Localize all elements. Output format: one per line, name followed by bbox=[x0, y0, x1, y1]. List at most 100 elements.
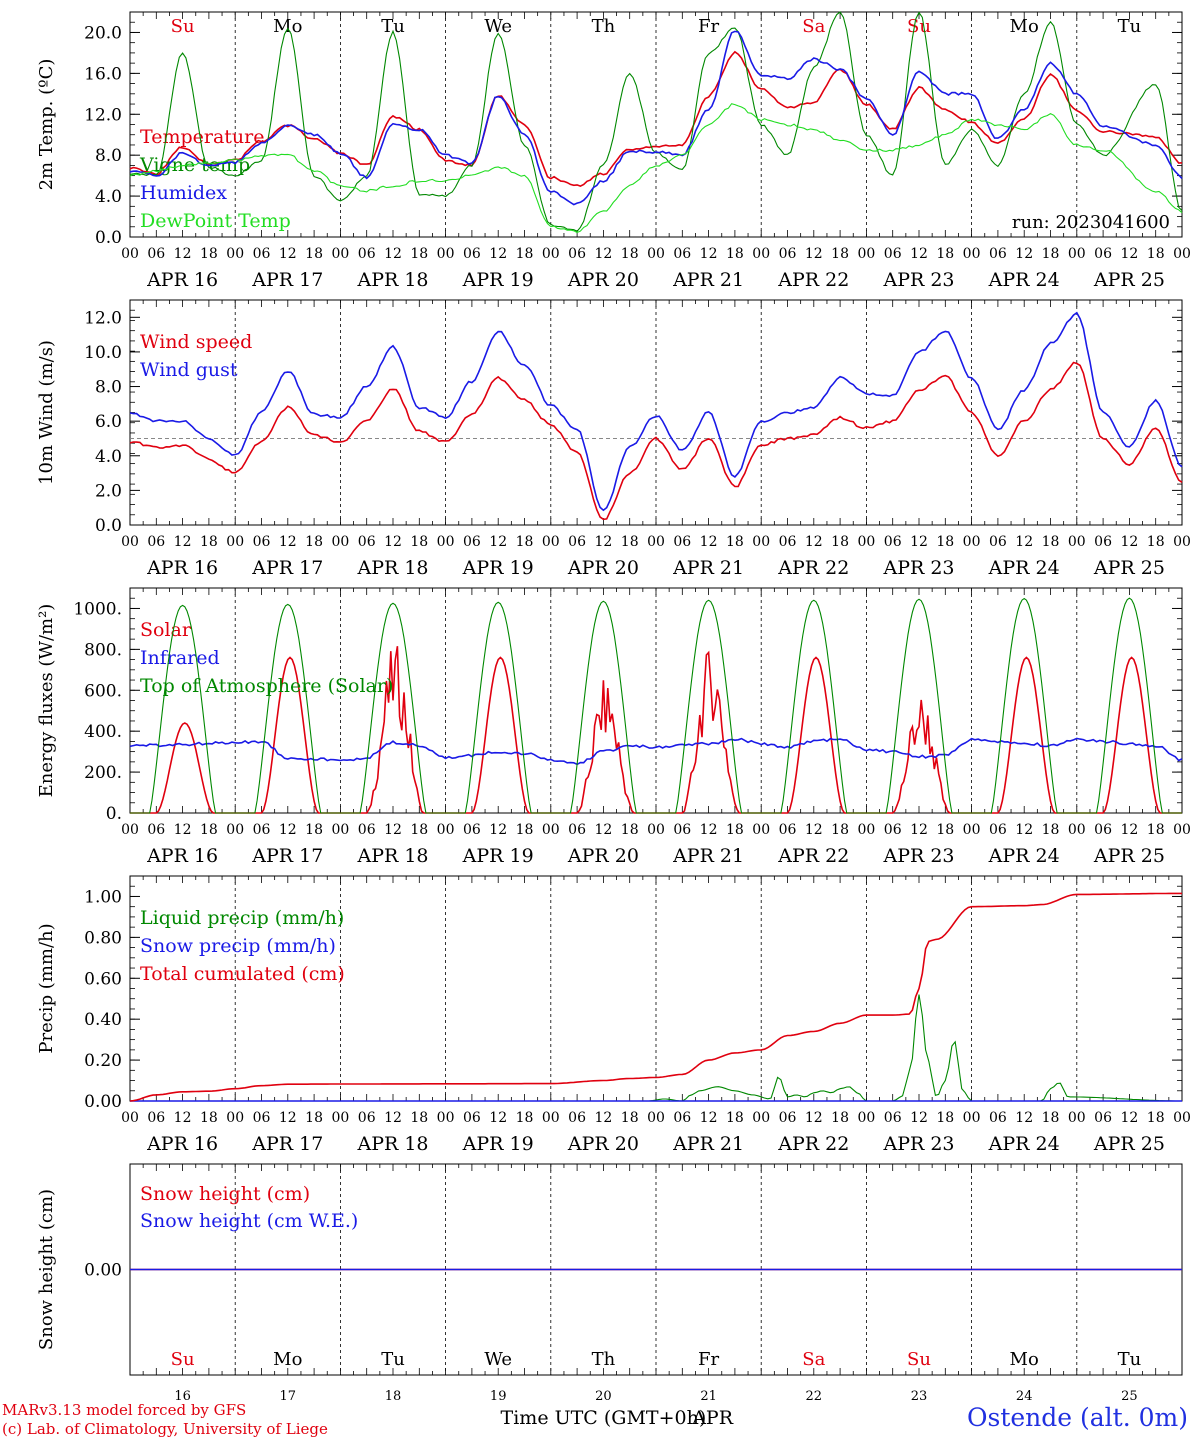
weekday-label: Tu bbox=[1118, 16, 1142, 37]
legend-entry: Snow height (cm W.E.) bbox=[140, 1210, 358, 1232]
legend-entry: Wind gust bbox=[140, 359, 238, 381]
x-hour-label: 00 bbox=[1068, 246, 1086, 262]
x-hour-label: 12 bbox=[1015, 246, 1033, 262]
x-hour-label: 18 bbox=[1147, 534, 1165, 550]
y-tick-label: 8.0 bbox=[95, 146, 122, 166]
y-tick-label: 0.80 bbox=[84, 928, 122, 948]
x-hour-label: 18 bbox=[1042, 1110, 1060, 1126]
legend-entry: Top of Atmosphere (Solar) bbox=[140, 675, 393, 697]
x-hour-label: 06 bbox=[989, 1110, 1007, 1126]
x-hour-label: 06 bbox=[253, 534, 271, 550]
x-axis-title: Time UTC (GMT+0h) bbox=[501, 1407, 707, 1429]
x-hour-label: 18 bbox=[726, 1110, 744, 1126]
x-hour-label: 18 bbox=[936, 1110, 954, 1126]
x-hour-label: 06 bbox=[779, 1110, 797, 1126]
x-hour-label: 18 bbox=[410, 822, 428, 838]
x-hour-label: 18 bbox=[831, 246, 849, 262]
weekday-label: We bbox=[484, 1349, 512, 1370]
x-date-label: APR 22 bbox=[777, 845, 849, 867]
x-hour-label: 06 bbox=[779, 246, 797, 262]
x-hour-label: 00 bbox=[963, 822, 981, 838]
panel-frame-wind bbox=[129, 299, 1183, 526]
legend-entry: Humidex bbox=[140, 182, 227, 204]
x-hour-label: 00 bbox=[963, 534, 981, 550]
x-hour-label: 18 bbox=[516, 246, 534, 262]
y-tick-label: 0.00 bbox=[84, 1261, 122, 1281]
credit-model: MARv3.13 model forced by GFS bbox=[2, 1401, 247, 1419]
day-number-label: 23 bbox=[911, 1389, 928, 1404]
x-hour-label: 00 bbox=[1173, 1110, 1191, 1126]
x-hour-label: 12 bbox=[1120, 246, 1138, 262]
x-hour-label: 18 bbox=[936, 534, 954, 550]
x-hour-label: 06 bbox=[779, 822, 797, 838]
x-hour-label: 18 bbox=[1042, 246, 1060, 262]
x-date-label: APR 21 bbox=[672, 845, 744, 867]
x-hour-label: 12 bbox=[594, 534, 612, 550]
x-hour-label: 12 bbox=[594, 1110, 612, 1126]
series-line-dewpoint-temp bbox=[129, 103, 1183, 234]
x-hour-label: 06 bbox=[147, 246, 165, 262]
x-hour-label: 00 bbox=[331, 534, 349, 550]
x-date-label: APR 21 bbox=[672, 269, 744, 291]
x-hour-label: 12 bbox=[1015, 1110, 1033, 1126]
x-date-label: APR 16 bbox=[146, 269, 218, 291]
x-hour-label: 12 bbox=[489, 1110, 507, 1126]
x-date-label: APR 24 bbox=[988, 269, 1060, 291]
y-tick-label: 8.0 bbox=[95, 378, 122, 398]
day-number-label: 16 bbox=[174, 1389, 191, 1404]
x-date-label: APR 24 bbox=[988, 557, 1060, 579]
x-hour-label: 00 bbox=[331, 822, 349, 838]
x-hour-label: 06 bbox=[568, 534, 586, 550]
x-hour-label: 12 bbox=[489, 822, 507, 838]
x-hour-label: 12 bbox=[174, 246, 192, 262]
y-tick-label: 2.0 bbox=[95, 481, 122, 501]
x-hour-label: 00 bbox=[752, 822, 770, 838]
x-hour-label: 18 bbox=[621, 534, 639, 550]
weekday-label: Mo bbox=[273, 16, 302, 37]
x-hour-label: 12 bbox=[805, 1110, 823, 1126]
x-hour-label: 00 bbox=[542, 246, 560, 262]
y-axis-label-energy: Energy fluxes (W/m²) bbox=[36, 604, 57, 798]
x-axis-month: APR bbox=[691, 1407, 734, 1429]
x-hour-label: 12 bbox=[174, 534, 192, 550]
weekday-label: Su bbox=[171, 1349, 195, 1370]
y-tick-label: 1.00 bbox=[84, 887, 122, 907]
x-hour-label: 00 bbox=[121, 1110, 139, 1126]
x-date-label: APR 17 bbox=[251, 269, 323, 291]
x-hour-label: 12 bbox=[910, 246, 928, 262]
x-hour-label: 18 bbox=[1147, 1110, 1165, 1126]
x-date-label: APR 20 bbox=[567, 557, 639, 579]
x-hour-label: 12 bbox=[594, 246, 612, 262]
x-hour-label: 00 bbox=[1068, 1110, 1086, 1126]
legend-entry: Wind speed bbox=[140, 331, 252, 353]
x-hour-label: 06 bbox=[673, 1110, 691, 1126]
y-tick-label: 20.0 bbox=[84, 23, 122, 43]
x-hour-label: 00 bbox=[963, 1110, 981, 1126]
x-hour-label: 06 bbox=[358, 822, 376, 838]
y-tick-label: 12.0 bbox=[84, 105, 122, 125]
x-hour-label: 00 bbox=[1068, 534, 1086, 550]
x-hour-label: 18 bbox=[726, 246, 744, 262]
x-hour-label: 06 bbox=[358, 534, 376, 550]
weekday-label: Mo bbox=[1010, 1349, 1039, 1370]
x-hour-label: 06 bbox=[463, 246, 481, 262]
x-hour-label: 12 bbox=[1120, 822, 1138, 838]
x-date-label: APR 18 bbox=[356, 1133, 428, 1155]
x-hour-label: 12 bbox=[805, 534, 823, 550]
x-hour-label: 12 bbox=[1120, 1110, 1138, 1126]
y-tick-label: 4.0 bbox=[95, 187, 122, 207]
x-hour-label: 06 bbox=[673, 534, 691, 550]
x-hour-label: 06 bbox=[989, 534, 1007, 550]
x-hour-label: 18 bbox=[726, 534, 744, 550]
x-hour-label: 18 bbox=[621, 246, 639, 262]
x-hour-label: 18 bbox=[200, 1110, 218, 1126]
weekday-label: Tu bbox=[1118, 1349, 1142, 1370]
y-tick-label: 0.20 bbox=[84, 1051, 122, 1071]
x-hour-label: 00 bbox=[647, 246, 665, 262]
x-hour-label: 18 bbox=[621, 822, 639, 838]
x-hour-label: 06 bbox=[1094, 246, 1112, 262]
x-date-label: APR 18 bbox=[356, 845, 428, 867]
x-hour-label: 18 bbox=[305, 822, 323, 838]
x-hour-label: 12 bbox=[1120, 534, 1138, 550]
x-date-label: APR 19 bbox=[462, 269, 534, 291]
